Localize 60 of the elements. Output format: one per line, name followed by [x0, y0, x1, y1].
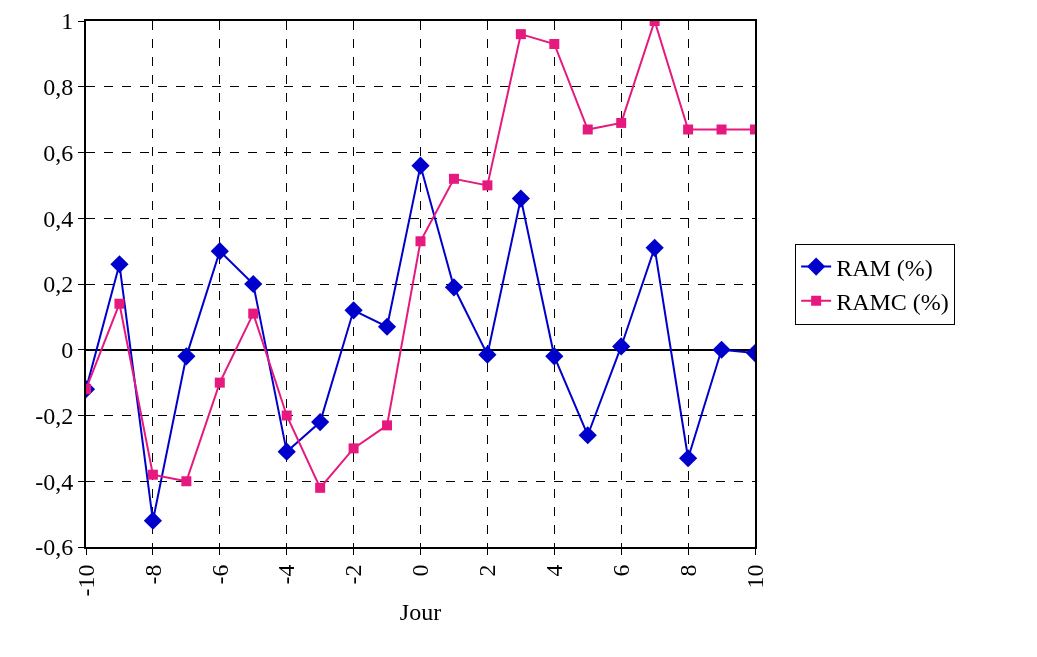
x-tick-label: 2	[474, 564, 501, 577]
x-tick-label: -10	[72, 564, 99, 597]
x-tick-label: 6	[608, 564, 634, 577]
point	[716, 124, 727, 135]
point	[177, 347, 196, 366]
point	[248, 308, 259, 319]
point	[478, 345, 497, 364]
y-tick-label: 0	[61, 337, 74, 364]
x-tick-label: -6	[206, 564, 233, 585]
point	[181, 476, 192, 487]
legend-label: RAMC (%)	[836, 289, 949, 316]
point	[147, 469, 158, 480]
y-tick-label: 1	[61, 8, 74, 35]
point	[515, 29, 526, 40]
point	[244, 274, 263, 294]
point	[582, 124, 593, 135]
x-tick-label: -4	[273, 564, 300, 585]
point	[210, 242, 229, 261]
point	[545, 347, 564, 366]
point	[143, 511, 162, 530]
point	[482, 180, 493, 191]
x-tick-label: -2	[340, 564, 367, 585]
legend-label: RAM (%)	[836, 254, 933, 281]
x-tick-label: 4	[541, 564, 568, 577]
x-tick-label: 10	[741, 564, 768, 589]
x-axis-title: Jour	[399, 599, 442, 626]
point	[315, 482, 326, 493]
x-tick-label: 0	[407, 564, 434, 577]
point	[578, 426, 597, 445]
point	[377, 317, 397, 336]
point	[712, 340, 731, 359]
point	[311, 412, 330, 432]
y-tick-label: -0,2	[35, 402, 74, 429]
point	[114, 298, 125, 309]
point	[683, 124, 694, 135]
y-tick-label: 0,6	[43, 139, 74, 166]
y-tick-label: 0,8	[43, 74, 74, 101]
point	[110, 255, 129, 274]
y-tick-label: -0,6	[35, 534, 74, 561]
point	[679, 449, 698, 468]
point	[415, 236, 426, 247]
point	[612, 337, 631, 356]
point	[444, 278, 464, 297]
point	[348, 443, 359, 454]
point	[214, 377, 225, 388]
point	[277, 442, 296, 461]
point	[616, 117, 627, 128]
point	[549, 39, 560, 50]
y-tick-label: 0,4	[43, 205, 74, 232]
point	[511, 189, 530, 208]
y-tick-label: 0,2	[43, 271, 74, 298]
point	[281, 410, 292, 421]
x-tick-label: -8	[139, 564, 166, 585]
point	[344, 301, 363, 320]
point	[382, 420, 393, 431]
point	[645, 238, 664, 257]
y-tick-label: -0,4	[35, 468, 74, 495]
x-tick-label: 8	[674, 564, 701, 577]
point	[448, 173, 459, 184]
point	[411, 156, 430, 175]
